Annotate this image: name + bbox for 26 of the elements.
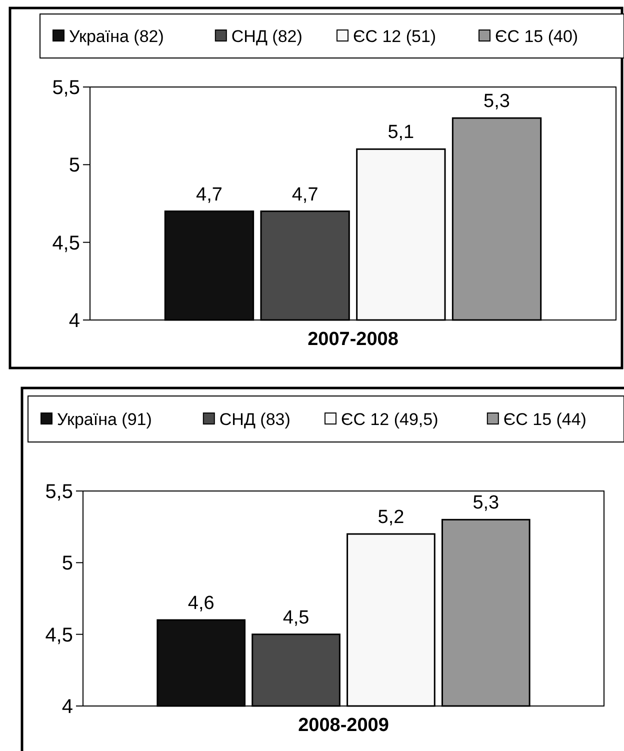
legend-label: СНД (82) (231, 27, 302, 46)
y-tick-label: 4,5 (45, 624, 73, 646)
legend-label: ЄС 15 (44) (503, 410, 586, 429)
legend-label: ЄС 12 (49,5) (341, 410, 438, 429)
legend-label: Україна (91) (57, 410, 152, 429)
data-label: 4,7 (196, 184, 222, 206)
data-label: 4,7 (292, 184, 318, 206)
data-label: 5,3 (472, 492, 500, 514)
data-label: 4,6 (188, 593, 214, 614)
y-tick-label: 5 (62, 552, 73, 575)
data-label: 5,1 (388, 122, 414, 144)
data-label: 4,5 (282, 607, 310, 628)
y-tick-label: 5,5 (52, 77, 80, 99)
y-tick-label: 4 (62, 696, 73, 718)
data-label: 5,3 (484, 91, 510, 112)
y-tick-label: 5 (68, 154, 80, 177)
x-axis-title: 2007-2008 (308, 329, 398, 350)
legend-label: СНД (83) (219, 410, 290, 429)
y-tick-label: 5,5 (45, 481, 73, 503)
legend-label: ЄС 15 (40) (495, 27, 578, 46)
legend-label: ЄС 12 (51) (353, 27, 436, 46)
data-label: 5,2 (378, 507, 404, 528)
y-tick-label: 4 (68, 310, 80, 332)
y-tick-label: 4,5 (52, 232, 80, 254)
legend-label: Україна (82) (69, 27, 164, 46)
x-axis-title: 2008-2009 (298, 715, 389, 736)
